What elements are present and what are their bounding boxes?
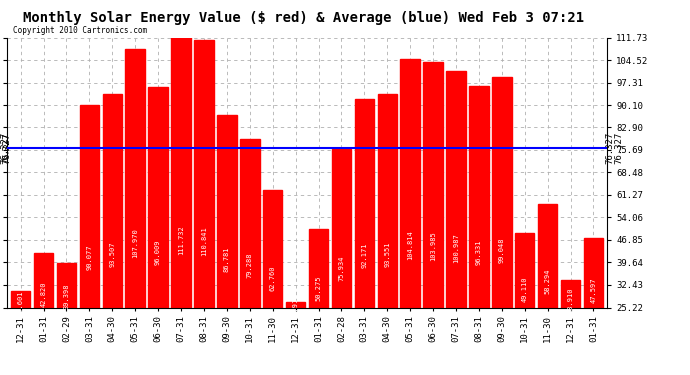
- Text: 99.048: 99.048: [499, 237, 505, 262]
- Text: 50.275: 50.275: [315, 275, 322, 301]
- Text: 33.910: 33.910: [568, 288, 573, 314]
- Bar: [584, 238, 603, 308]
- Text: 58.294: 58.294: [544, 269, 551, 294]
- Text: 76.327: 76.327: [605, 132, 614, 164]
- Bar: [217, 116, 237, 308]
- Text: 39.398: 39.398: [63, 284, 70, 309]
- Bar: [148, 87, 168, 308]
- Text: 100.987: 100.987: [453, 234, 459, 263]
- Bar: [377, 94, 397, 308]
- Text: 93.507: 93.507: [109, 242, 115, 267]
- Bar: [34, 253, 53, 308]
- Bar: [11, 291, 30, 308]
- Text: 47.597: 47.597: [591, 277, 596, 303]
- Text: 76.327: 76.327: [0, 132, 9, 164]
- Text: 79.288: 79.288: [247, 253, 253, 278]
- Text: 26.918: 26.918: [293, 293, 299, 319]
- Bar: [171, 38, 190, 308]
- Bar: [240, 139, 259, 308]
- Text: 96.009: 96.009: [155, 240, 161, 265]
- Text: 107.970: 107.970: [132, 228, 138, 258]
- Text: 96.331: 96.331: [476, 239, 482, 265]
- Bar: [126, 49, 145, 308]
- Bar: [446, 71, 466, 308]
- Bar: [286, 302, 306, 307]
- Text: 111.732: 111.732: [178, 225, 184, 255]
- Text: 90.077: 90.077: [86, 244, 92, 270]
- Bar: [492, 77, 511, 308]
- Text: 93.551: 93.551: [384, 242, 391, 267]
- Bar: [103, 94, 122, 308]
- Text: 62.760: 62.760: [270, 266, 276, 291]
- Text: 76.327: 76.327: [2, 132, 12, 164]
- Bar: [57, 263, 76, 308]
- Bar: [194, 40, 214, 308]
- Text: 75.934: 75.934: [338, 255, 344, 280]
- Text: 92.171: 92.171: [362, 243, 367, 268]
- Bar: [538, 204, 558, 308]
- Text: Copyright 2010 Cartronics.com: Copyright 2010 Cartronics.com: [13, 26, 147, 35]
- Bar: [355, 99, 374, 308]
- Bar: [515, 233, 535, 308]
- Text: 86.781: 86.781: [224, 247, 230, 272]
- Text: 30.601: 30.601: [18, 291, 23, 316]
- Text: 49.110: 49.110: [522, 276, 528, 302]
- Bar: [424, 62, 443, 308]
- Text: 76.327: 76.327: [614, 132, 623, 164]
- Bar: [469, 86, 489, 308]
- Bar: [79, 105, 99, 308]
- Bar: [308, 229, 328, 308]
- Text: 110.841: 110.841: [201, 226, 207, 256]
- Bar: [263, 190, 282, 308]
- Text: Monthly Solar Energy Value ($ red) & Average (blue) Wed Feb 3 07:21: Monthly Solar Energy Value ($ red) & Ave…: [23, 11, 584, 25]
- Text: 103.985: 103.985: [430, 231, 436, 261]
- Bar: [561, 280, 580, 308]
- Text: 42.820: 42.820: [41, 281, 46, 306]
- Bar: [400, 59, 420, 308]
- Bar: [332, 149, 351, 308]
- Text: 104.814: 104.814: [407, 231, 413, 260]
